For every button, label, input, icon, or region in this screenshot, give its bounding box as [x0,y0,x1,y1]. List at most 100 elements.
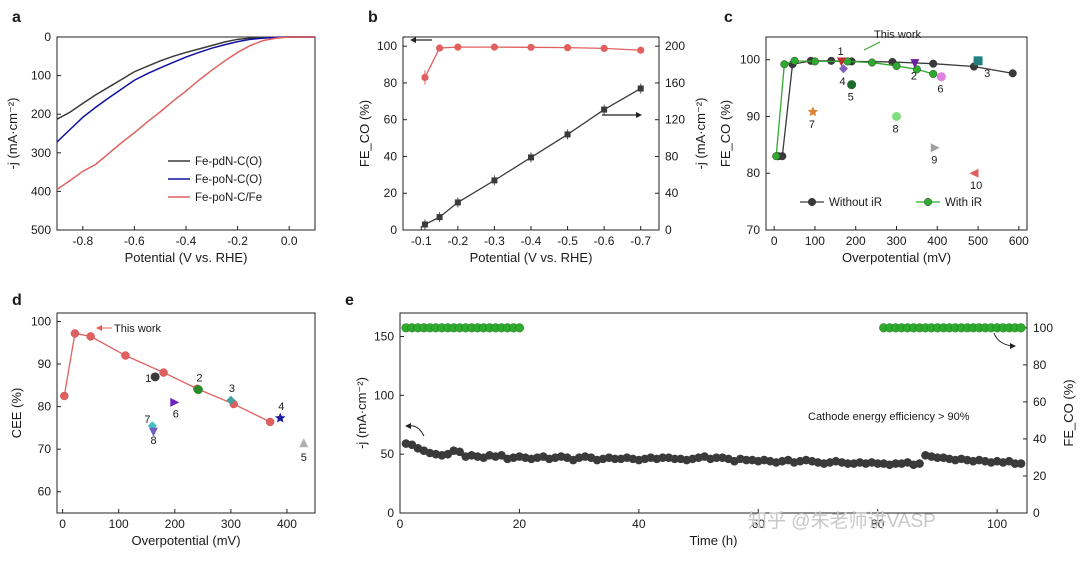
panel-b-plot-frame [402,36,660,231]
panel-a-plot-frame [56,36,316,231]
panel-d-this-work-arrow-head [96,325,102,331]
panel-e-y2-axis-label: FE_CO (%) [1061,379,1076,446]
panel-a-x-tick-label: -0.6 [124,234,145,248]
panel-b-x-tick-label: -0.3 [484,234,505,248]
panel-d-reference-marker [193,385,203,395]
panel-e-y-tick-label: 0 [387,506,394,520]
panel-a-x-tick-label: -0.2 [227,234,248,248]
panel-a-x-axis-label: Potential (V vs. RHE) [125,250,248,265]
panel-b-y2-tick-label: 200 [665,39,685,53]
panel-e-x-tick-label: 20 [513,517,527,531]
panel-d-x-tick-label: 300 [221,517,241,531]
panel-e-x-tick-label: 0 [397,517,404,531]
panel-e-current-point [712,453,721,463]
panel-d-x-tick-label: 400 [277,517,297,531]
panel-c-x-axis-label: Overpotential (mV) [842,250,951,265]
panel-a-series-line-3 [56,36,315,191]
panel-d-reference-marker [148,427,158,437]
panel-b-fe-point [600,44,608,52]
panel-c-reference-marker [910,59,920,69]
panel-e-right-arrow [993,332,1013,347]
panel-e-x-tick-label: 80 [871,517,885,531]
panel-b-fe-point [454,43,462,51]
panel-b-x-tick-label: -0.6 [594,234,615,248]
panel-e-y2-tick-label: 100 [1033,321,1053,335]
panel-d-series-point [86,332,95,341]
panel-e-x-tick-label: 40 [632,517,646,531]
panel-c-x-tick-label: 300 [886,234,906,248]
panel-e-letter: e [345,292,354,309]
panel-d-reference-label: 6 [173,408,179,420]
panel-c-reference-marker [936,72,946,82]
panel-c-series-point-2 [790,56,799,65]
panel-b-current-point [436,214,443,221]
panel-d-x-tick-label: 0 [59,517,66,531]
panel-c-reference-label: 6 [937,84,943,96]
panel-d-reference-label: 8 [150,435,156,447]
panel-a-legend-label: Fe-poN-C/Fe [195,192,262,204]
panel-e-left-arrow-head [405,423,411,429]
panel-b-y-tick-label: 80 [384,76,398,90]
panel-a-x-tick-label: 0.0 [281,234,298,248]
panel-c-reference-label: 1 [837,46,843,58]
panel-e-right-arrow-head [1010,343,1016,349]
panel-c-reference-label: 3 [984,68,990,80]
panel-d-series-point [60,391,69,401]
panel-e-y2-tick-label: 60 [1033,395,1047,409]
panel-e-x-tick-label: 60 [752,517,766,531]
panel-c-series-point-2 [772,152,781,161]
panel-e-y2-tick-label: 0 [1033,506,1040,520]
panel-b-y-tick-label: 60 [384,113,398,127]
panel-a-x-tick-label: -0.8 [72,234,93,248]
panel-b-left-arrow-head [410,37,416,43]
panel-c-reference-label: 2 [911,71,917,83]
panel-a-y-tick-label: 0 [44,30,51,44]
panel-c-reference-label: 8 [893,123,899,135]
panel-c-y-tick-label: 80 [747,166,761,180]
panel-d-reference-label: 2 [196,373,202,385]
panel-c-x-tick-label: 0 [771,234,778,248]
panel-d-reference-marker [150,372,160,382]
panel-b-y2-axis-label: -j (mA·cm⁻²) [693,98,708,170]
panel-e-x-tick-label: 100 [987,517,1007,531]
panel-b-y2-tick-label: 40 [665,186,679,200]
panel-d-y-axis-label: CEE (%) [9,388,24,439]
panel-b-fe-point [421,73,429,82]
panel-d-reference-label: 3 [229,383,235,395]
panel-c-y-axis-label: FE_CO (%) [718,100,733,167]
panel-d-reference-marker [299,438,309,448]
watermark-text: 知乎 @朱老师讲VASP [748,510,936,532]
panel-b-current-point [454,199,461,206]
panel-e-fe-point [514,323,524,333]
panel-b-fe-point [527,43,535,51]
panel-d-y-tick-label: 90 [38,357,52,371]
panel-e-current-point [742,455,751,465]
panel-c-x-tick-label: 100 [805,234,825,248]
panel-c-y-tick-label: 100 [740,53,760,67]
panel-c-series-point-1 [929,59,938,68]
panel-c-series-line-2 [775,60,934,157]
panel-c-reference-marker [838,64,848,74]
panel-e-y2-tick-label: 40 [1033,432,1047,446]
panel-d-reference-label: 4 [278,401,284,413]
panel-a-legend-label: Fe-pdN-C(O) [195,156,262,168]
panel-c-x-tick-label: 600 [1009,234,1029,248]
panel-b-fe-point [563,44,572,52]
panel-c-reference-marker [892,111,901,121]
panel-d-reference-marker [170,397,180,407]
panel-b-x-tick-label: -0.7 [630,234,651,248]
panel-d-reference-label: 7 [144,414,150,426]
panel-d-series-point [159,368,168,377]
panel-c-series-point-2 [868,58,877,67]
panel-a-y-tick-label: 400 [31,184,51,198]
panel-e-y-tick-label: 100 [374,388,394,402]
panel-e-y2-tick-label: 20 [1033,469,1047,483]
panel-e-fe-point [1016,323,1026,333]
panel-c-legend-marker [924,197,933,206]
panel-c-x-tick-label: 500 [968,234,988,248]
panel-c-series-point-1 [1008,69,1017,78]
panel-a-y-axis-label: -j (mA·cm⁻²) [5,98,20,170]
panel-c-x-tick-label: 200 [846,234,866,248]
panel-b-current-point [421,221,428,228]
